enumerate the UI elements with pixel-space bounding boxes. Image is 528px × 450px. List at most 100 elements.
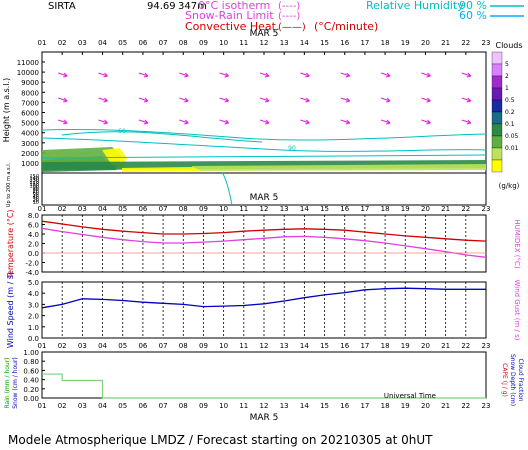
- temp-hour-label: 02: [58, 205, 67, 213]
- wind-arrow: [138, 97, 149, 102]
- wind-arrow: [259, 72, 270, 77]
- wind-arrow: [179, 97, 189, 102]
- cloud-date-label: MAR 5: [250, 29, 279, 39]
- wind-arrow: [340, 119, 350, 124]
- rain-frame: [41, 351, 487, 399]
- temp-series-line: [41, 227, 487, 258]
- wind-hour-label: 01: [38, 342, 47, 350]
- gust-ylabel: Wind Gust (m / s): [513, 279, 521, 340]
- cloud-hour-label: 21: [441, 39, 450, 47]
- cloud-hour-label: 19: [401, 39, 410, 47]
- station-altitude: 347m: [178, 1, 207, 12]
- rain-hour-label: 11: [239, 402, 248, 410]
- rain-series-line: [42, 373, 486, 399]
- temp-hour-label: 18: [381, 205, 390, 213]
- wind-arrow: [58, 72, 68, 77]
- wind-arrow: [259, 97, 270, 102]
- cloud-hour-label: 16: [340, 39, 349, 47]
- cloud-hour-label: 06: [138, 39, 147, 47]
- legend-convective-unit: (°C/minute): [314, 20, 378, 33]
- wind-arrowhead: [264, 72, 270, 78]
- rain-hour-label: 01: [38, 402, 47, 410]
- cloud-hour-label: 01: [38, 39, 47, 47]
- wind-arrow: [380, 97, 391, 102]
- rain-hour-label: 20: [421, 402, 430, 410]
- cloud-hour-label: 23: [482, 39, 491, 47]
- temp-hour-label: 14: [300, 205, 309, 213]
- wind-arrowhead: [63, 72, 68, 78]
- rain-hour-label: 14: [300, 402, 309, 410]
- wind-arrow: [300, 119, 310, 124]
- cloud-ytick-low-label: 140: [29, 176, 39, 182]
- rain-hour-label: 04: [98, 402, 107, 410]
- wind-arrow: [219, 72, 229, 77]
- snowdepth-ylabel: Snow Depth (cm): [509, 354, 516, 406]
- wind-arrowhead: [466, 72, 472, 78]
- temp-hour-label: 16: [340, 205, 349, 213]
- wind-arrowhead: [426, 72, 431, 78]
- cape-ylabel: CAPE (J / g): [501, 363, 508, 397]
- wind-arrowhead: [63, 97, 68, 103]
- cloud-ytick-label: 5000: [21, 120, 39, 128]
- wind-arrowhead: [385, 72, 391, 78]
- wind-arrowhead: [466, 119, 472, 125]
- wind-arrow: [461, 119, 471, 124]
- rain-hour-label: 03: [78, 402, 87, 410]
- temp-hour-label: 07: [159, 205, 168, 213]
- temp-hour-label: 09: [199, 205, 208, 213]
- wind-hour-label: 13: [280, 342, 289, 350]
- rain-date-label: MAR 5: [250, 413, 279, 423]
- colorbar-label: 0.1: [505, 121, 515, 128]
- cloud-ytick-label: 8000: [21, 89, 39, 97]
- wind-arrow: [461, 72, 471, 77]
- cloud-ytick-label: 9000: [21, 79, 39, 87]
- colorbar-segment: [491, 111, 503, 125]
- wind-arrow: [421, 97, 431, 102]
- temp-hour-label: 22: [461, 205, 470, 213]
- colorbar-label: 1: [505, 85, 509, 92]
- station-name: SIRTA: [48, 1, 76, 12]
- wind-arrow: [259, 119, 270, 124]
- cloud-hour-label: 07: [159, 39, 168, 47]
- wind-ylabel: Wind Speed (m / s): [6, 272, 15, 348]
- wind-hour-label: 02: [58, 342, 67, 350]
- temp-hour-label: 03: [78, 205, 87, 213]
- cloud-ytick-low-label: 70: [33, 189, 39, 195]
- wind-arrow: [98, 97, 108, 102]
- cloud-ytick-low-label: 10: [33, 200, 39, 206]
- wind-ytick-label: 5.0: [28, 279, 39, 287]
- rain-hour-label: 08: [179, 402, 188, 410]
- colorbar-segment: [491, 51, 503, 65]
- temp-hour-label: 17: [360, 205, 369, 213]
- wind-arrowhead: [385, 97, 391, 103]
- cloud-ytick-low-label: 60: [33, 191, 39, 197]
- rh-contour: [61, 131, 263, 143]
- station-coords: 94.69: [147, 1, 176, 12]
- wind-arrow: [461, 97, 471, 102]
- temp-hour-label: 21: [441, 205, 450, 213]
- wind-hour-label: 15: [320, 342, 329, 350]
- wind-hour-label: 23: [482, 342, 491, 350]
- temp-ytick-label: 0.0: [28, 250, 39, 258]
- wind-hour-label: 11: [239, 342, 248, 350]
- wind-ytick-label: 2.0: [28, 313, 39, 321]
- rain-ytick-label: 0.40: [23, 377, 39, 385]
- wind-arrowhead: [264, 97, 270, 103]
- wind-arrowhead: [345, 97, 351, 103]
- rain-hour-label: 10: [219, 402, 228, 410]
- wind-arrow: [340, 72, 350, 77]
- wind-arrowhead: [345, 119, 351, 125]
- wind-hour-label: 22: [461, 342, 470, 350]
- wind-arrow: [421, 72, 431, 77]
- cloud-hour-label: 03: [78, 39, 87, 47]
- cloud-hour-label: 14: [300, 39, 309, 47]
- cloud-ytick-low-label: 90: [33, 185, 39, 191]
- wind-arrow: [98, 72, 108, 77]
- wind-arrowhead: [305, 97, 310, 103]
- rain-hour-label: 13: [280, 402, 289, 410]
- wind-arrowhead: [466, 97, 472, 103]
- rain-hour-label: 15: [320, 402, 329, 410]
- rain-ytick-label: 0.80: [23, 358, 39, 366]
